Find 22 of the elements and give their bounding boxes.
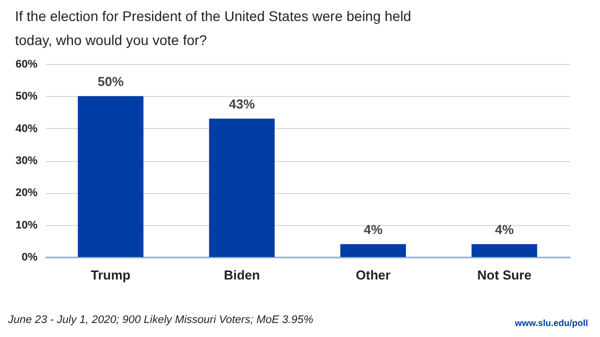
text: www.slu.edu/poll	[514, 318, 588, 328]
data-label: 4%	[494, 222, 514, 238]
y-tick-label: 60%	[15, 58, 38, 70]
y-tick-label: 20%	[15, 187, 38, 200]
bar	[209, 118, 275, 257]
bar	[340, 244, 406, 257]
bar	[472, 244, 538, 257]
y-tick-label: 30%	[15, 155, 38, 167]
y-tick-label: 40%	[15, 122, 38, 135]
data-label: 43%	[228, 96, 256, 112]
y-tick-label: 50%	[15, 90, 38, 103]
chart-title: If the election for President of the United States were being held today, who would you vote for?	[14, 8, 412, 48]
y-tick-label: 0%	[22, 252, 38, 264]
y-tick-label: 10%	[15, 219, 38, 232]
x-tick-label: Not Sure	[477, 268, 532, 282]
x-tick-label: Other	[356, 268, 390, 282]
data-label: 4%	[364, 222, 383, 238]
bar	[78, 96, 144, 257]
x-tick-label: Biden	[224, 268, 260, 282]
text: June 23 - July 1, 2020; 900 Likely Missouri Voters; MoE 3.95%	[8, 314, 314, 326]
data-label: 50%	[98, 74, 124, 90]
x-tick-label: Trump	[90, 268, 131, 282]
